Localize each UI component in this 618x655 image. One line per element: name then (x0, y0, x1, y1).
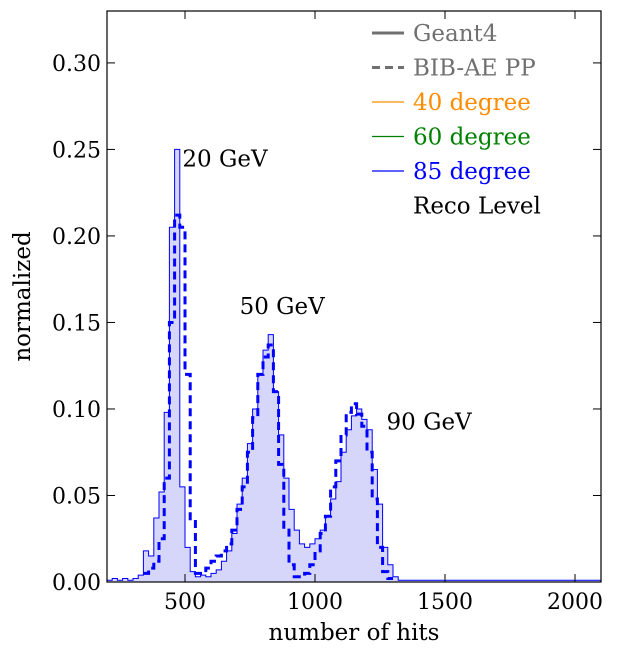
legend: Geant4 BIB-AE PP 40 degree 60 degree 85 degr… (372, 21, 541, 220)
legend-label: 60 degree (413, 125, 531, 151)
series-line-bib-ae-pp (143, 213, 393, 581)
legend-label: Geant4 (413, 21, 497, 47)
legend-label: Reco Level (413, 194, 541, 220)
peak-annotation: 50 GeV (240, 294, 326, 320)
series-fill-geant4 (107, 149, 601, 582)
peak-annotation: 90 GeV (387, 410, 473, 436)
x-tick-label: 1500 (417, 590, 473, 615)
y-tick-label: 0.10 (52, 398, 101, 423)
axes (106, 10, 602, 583)
peak-annotation: 20 GeV (182, 147, 268, 173)
ticks: 500 1000 1500 2000 0.00 0.05 0.10 0.15 0.20 0.25 0… (52, 11, 603, 615)
y-tick-label: 0.15 (52, 311, 101, 336)
legend-label: BIB-AE PP (413, 56, 536, 82)
y-tick-label: 0.05 (52, 484, 101, 509)
y-axis-label: normalized (10, 231, 36, 362)
series-1 (143, 213, 393, 581)
y-tick-label: 0.20 (52, 225, 101, 250)
legend-label: 85 degree (413, 159, 531, 185)
y-tick-label: 0.25 (52, 138, 101, 163)
legend-label: 40 degree (413, 90, 531, 116)
x-axis-label: number of hits (269, 620, 440, 646)
x-tick-label: 500 (164, 590, 206, 615)
x-tick-label: 1000 (287, 590, 343, 615)
y-tick-label: 0.30 (52, 52, 101, 77)
x-tick-label: 2000 (547, 590, 603, 615)
y-tick-label: 0.00 (52, 571, 101, 596)
plot-area (107, 148, 601, 582)
labels: number of hits normalized 20 GeV 50 GeV 90 G… (10, 147, 472, 646)
plot-frame (106, 10, 602, 583)
